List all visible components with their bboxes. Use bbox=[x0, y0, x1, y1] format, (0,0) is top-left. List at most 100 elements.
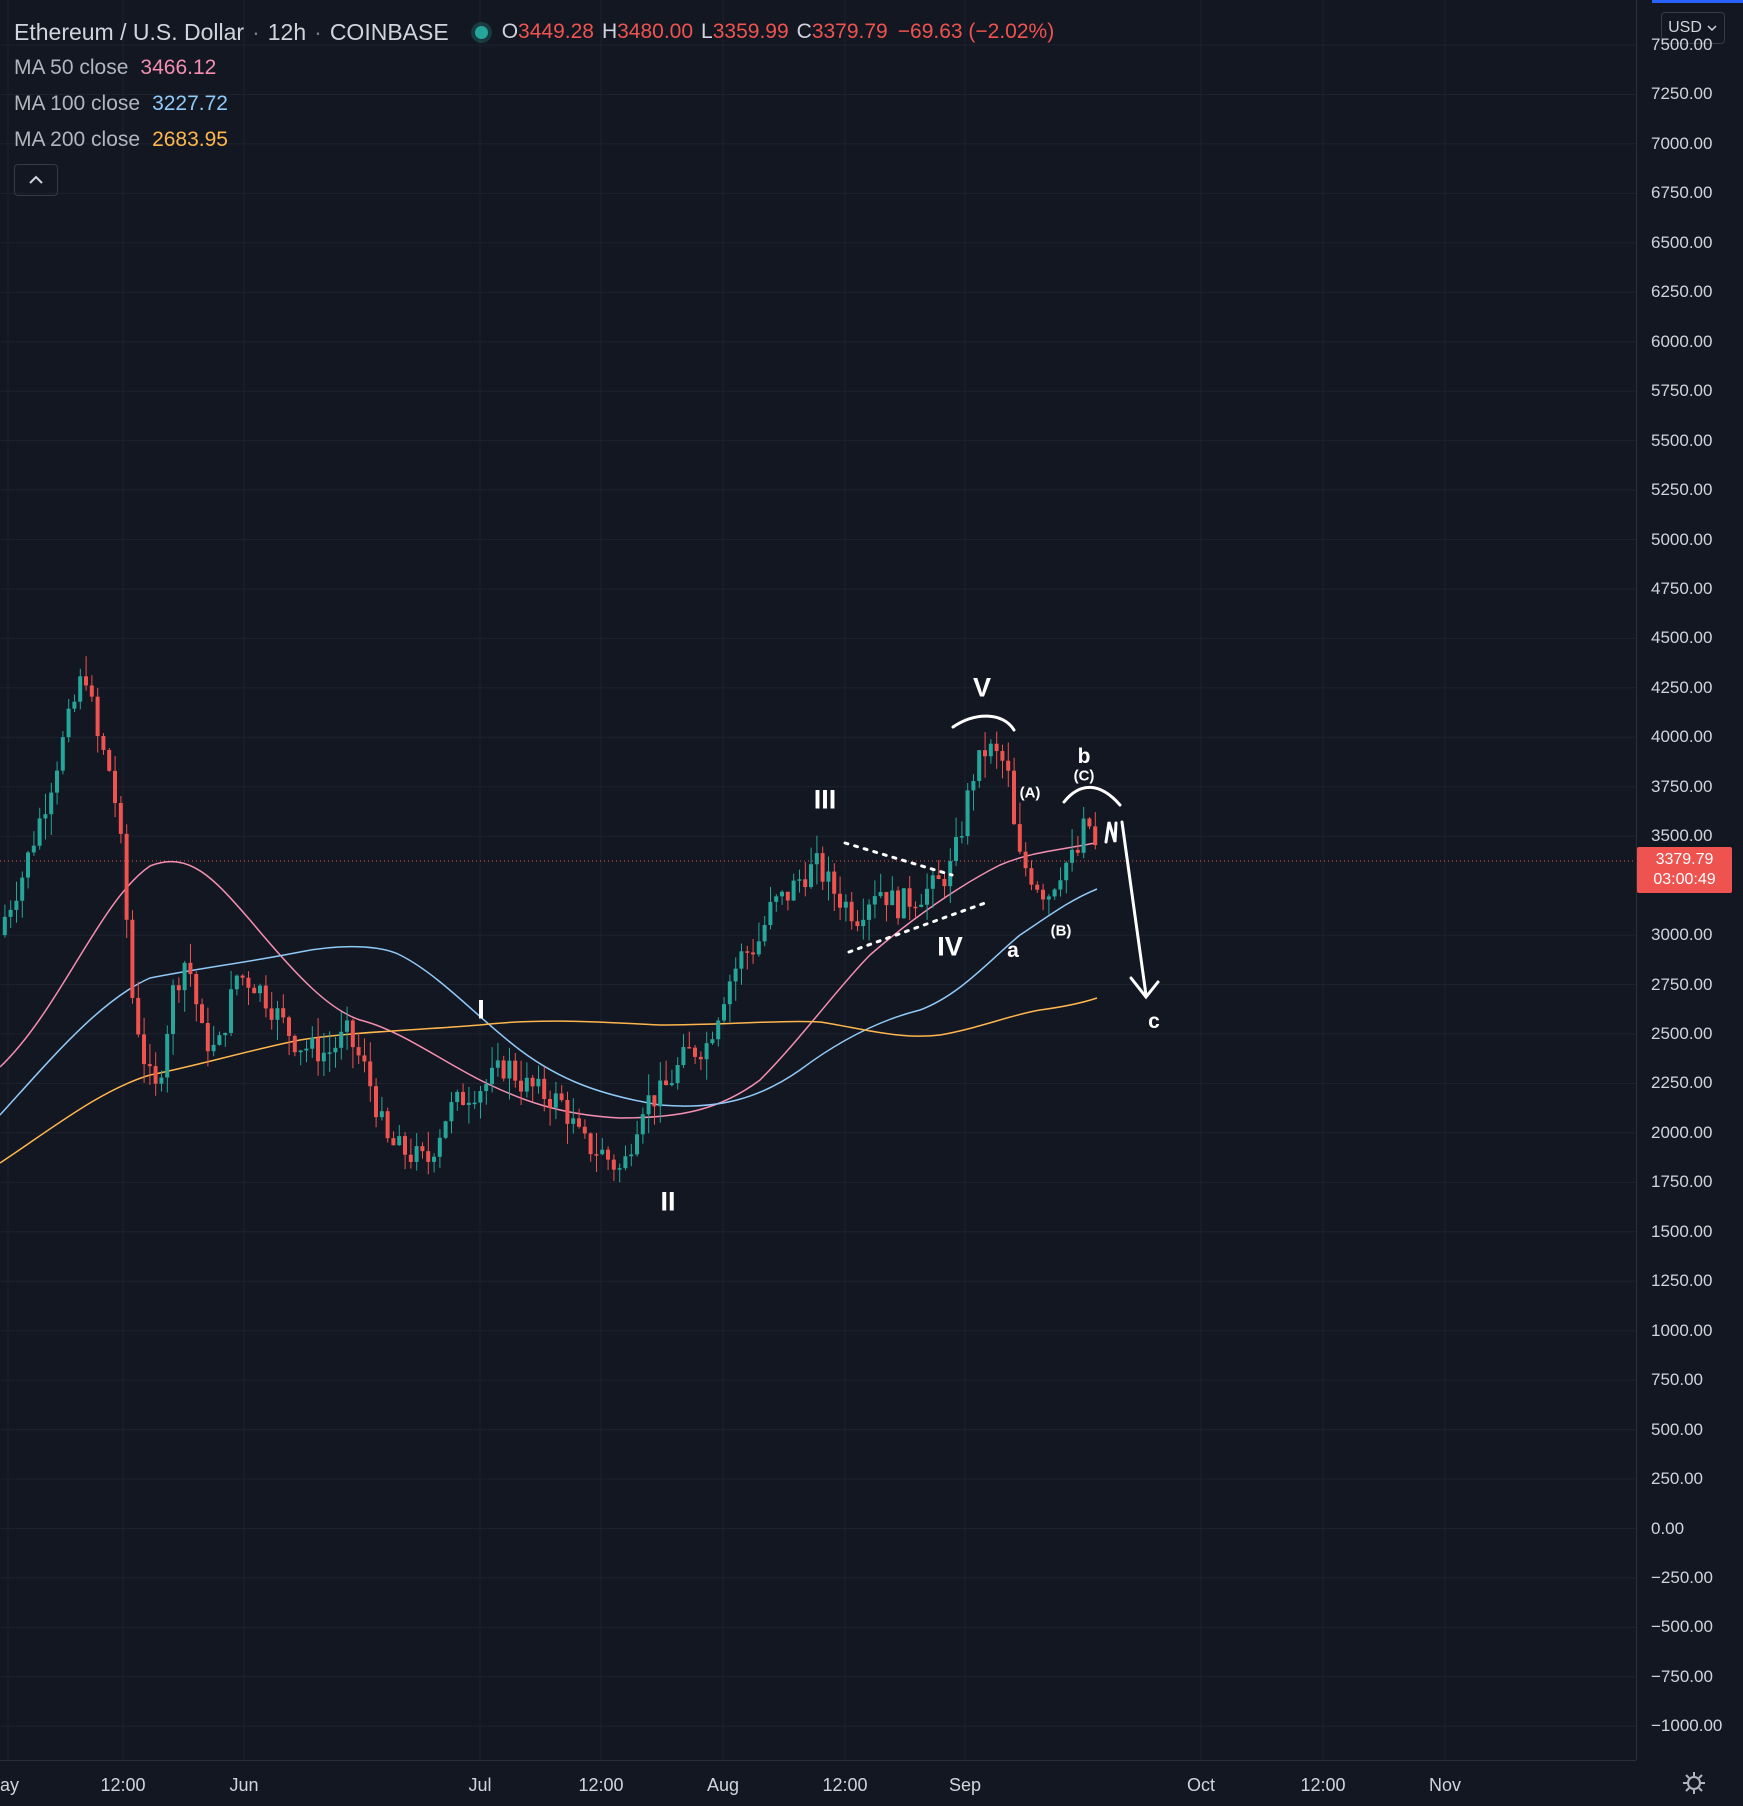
candle[interactable] bbox=[461, 1091, 465, 1105]
candle[interactable] bbox=[385, 1111, 390, 1139]
candle[interactable] bbox=[1058, 880, 1063, 890]
ma50-row[interactable]: MA 50 close 3466.12 bbox=[14, 50, 1054, 86]
candle[interactable] bbox=[269, 1008, 274, 1020]
candle[interactable] bbox=[727, 981, 732, 1005]
candle[interactable] bbox=[484, 1084, 489, 1092]
candle[interactable] bbox=[292, 1035, 297, 1053]
candle[interactable] bbox=[159, 1077, 164, 1084]
candle[interactable] bbox=[884, 892, 889, 906]
candle[interactable] bbox=[675, 1065, 680, 1084]
candle[interactable] bbox=[640, 1114, 645, 1135]
candle[interactable] bbox=[304, 1048, 309, 1051]
candle[interactable] bbox=[559, 1093, 564, 1100]
candle[interactable] bbox=[258, 985, 262, 994]
candle[interactable] bbox=[49, 792, 54, 815]
candles[interactable] bbox=[2, 656, 1098, 1183]
candle[interactable] bbox=[878, 892, 883, 897]
projection-arrow-head[interactable] bbox=[1129, 976, 1160, 1000]
interval-label[interactable]: 12h bbox=[267, 18, 307, 45]
candle[interactable] bbox=[872, 896, 877, 905]
candle[interactable] bbox=[194, 974, 199, 1005]
candle[interactable] bbox=[495, 1060, 500, 1068]
candle[interactable] bbox=[78, 676, 83, 702]
candle[interactable] bbox=[501, 1060, 506, 1079]
wave-b-label[interactable]: b bbox=[1077, 745, 1091, 768]
candle[interactable] bbox=[826, 871, 831, 882]
candle[interactable] bbox=[31, 845, 36, 853]
candle[interactable] bbox=[379, 1111, 384, 1118]
candle[interactable] bbox=[368, 1061, 373, 1087]
wave-b-sub-label[interactable]: (B) bbox=[1050, 922, 1072, 940]
candle[interactable] bbox=[136, 997, 141, 1035]
candle[interactable] bbox=[959, 836, 964, 838]
candle[interactable] bbox=[745, 951, 750, 953]
candle[interactable] bbox=[333, 1047, 338, 1053]
candle[interactable] bbox=[855, 921, 860, 927]
candle[interactable] bbox=[548, 1098, 552, 1108]
candle[interactable] bbox=[472, 1102, 477, 1105]
candle[interactable] bbox=[513, 1060, 518, 1081]
candle[interactable] bbox=[907, 888, 912, 907]
candle[interactable] bbox=[66, 708, 71, 738]
candle[interactable] bbox=[809, 864, 813, 888]
wave-c-sub-label[interactable]: (C) bbox=[1073, 767, 1095, 785]
candle[interactable] bbox=[437, 1137, 442, 1157]
candle[interactable] bbox=[72, 701, 77, 709]
wave-v-label[interactable]: V bbox=[972, 672, 992, 703]
top-arc-c[interactable] bbox=[1062, 785, 1122, 807]
candle[interactable] bbox=[635, 1134, 639, 1155]
candle[interactable] bbox=[832, 871, 837, 894]
candle[interactable] bbox=[774, 896, 779, 902]
candle[interactable] bbox=[652, 1095, 657, 1107]
candle[interactable] bbox=[490, 1067, 494, 1085]
candle[interactable] bbox=[1087, 818, 1092, 827]
candle[interactable] bbox=[1064, 862, 1069, 881]
candle[interactable] bbox=[37, 818, 42, 846]
candle[interactable] bbox=[147, 1064, 152, 1067]
candle[interactable] bbox=[977, 750, 982, 782]
candle[interactable] bbox=[449, 1102, 454, 1122]
candle[interactable] bbox=[188, 962, 193, 975]
candle[interactable] bbox=[797, 879, 802, 881]
candle[interactable] bbox=[20, 877, 25, 901]
candle[interactable] bbox=[229, 989, 233, 1033]
candle[interactable] bbox=[223, 1032, 228, 1036]
candle[interactable] bbox=[287, 1017, 291, 1036]
candle[interactable] bbox=[843, 901, 848, 908]
candle[interactable] bbox=[611, 1159, 616, 1170]
candle[interactable] bbox=[838, 893, 842, 908]
candle[interactable] bbox=[391, 1138, 396, 1146]
candle[interactable] bbox=[849, 901, 854, 922]
candle[interactable] bbox=[756, 941, 761, 955]
candle[interactable] bbox=[994, 743, 999, 752]
candle[interactable] bbox=[629, 1154, 634, 1157]
candle[interactable] bbox=[722, 1004, 726, 1021]
candle[interactable] bbox=[658, 1080, 663, 1107]
candle[interactable] bbox=[681, 1047, 686, 1066]
wave-a-label[interactable]: a bbox=[1007, 939, 1019, 962]
candle[interactable] bbox=[814, 853, 819, 865]
candle[interactable] bbox=[751, 952, 755, 955]
candle[interactable] bbox=[942, 878, 947, 887]
candle[interactable] bbox=[565, 1099, 570, 1124]
wave-a-sub-label[interactable]: (A) bbox=[1019, 784, 1041, 802]
candle[interactable] bbox=[983, 750, 987, 757]
wave-i-label[interactable]: I bbox=[477, 994, 485, 1025]
candle[interactable] bbox=[1046, 896, 1051, 900]
candle[interactable] bbox=[217, 1035, 222, 1045]
triangle-upper-trendline[interactable] bbox=[843, 841, 954, 877]
candle[interactable] bbox=[171, 985, 175, 1034]
top-arc-v[interactable] bbox=[951, 714, 1016, 732]
price-chart[interactable] bbox=[0, 0, 1636, 1760]
candle[interactable] bbox=[687, 1047, 692, 1049]
candle[interactable] bbox=[403, 1136, 407, 1155]
candle[interactable] bbox=[594, 1154, 599, 1156]
candle[interactable] bbox=[588, 1133, 593, 1155]
candle[interactable] bbox=[252, 987, 257, 994]
candle[interactable] bbox=[142, 1034, 146, 1065]
candle[interactable] bbox=[913, 906, 918, 909]
candle[interactable] bbox=[600, 1149, 605, 1155]
candle[interactable] bbox=[803, 879, 808, 888]
ma50-line[interactable] bbox=[0, 842, 1096, 1119]
candle[interactable] bbox=[118, 803, 123, 834]
